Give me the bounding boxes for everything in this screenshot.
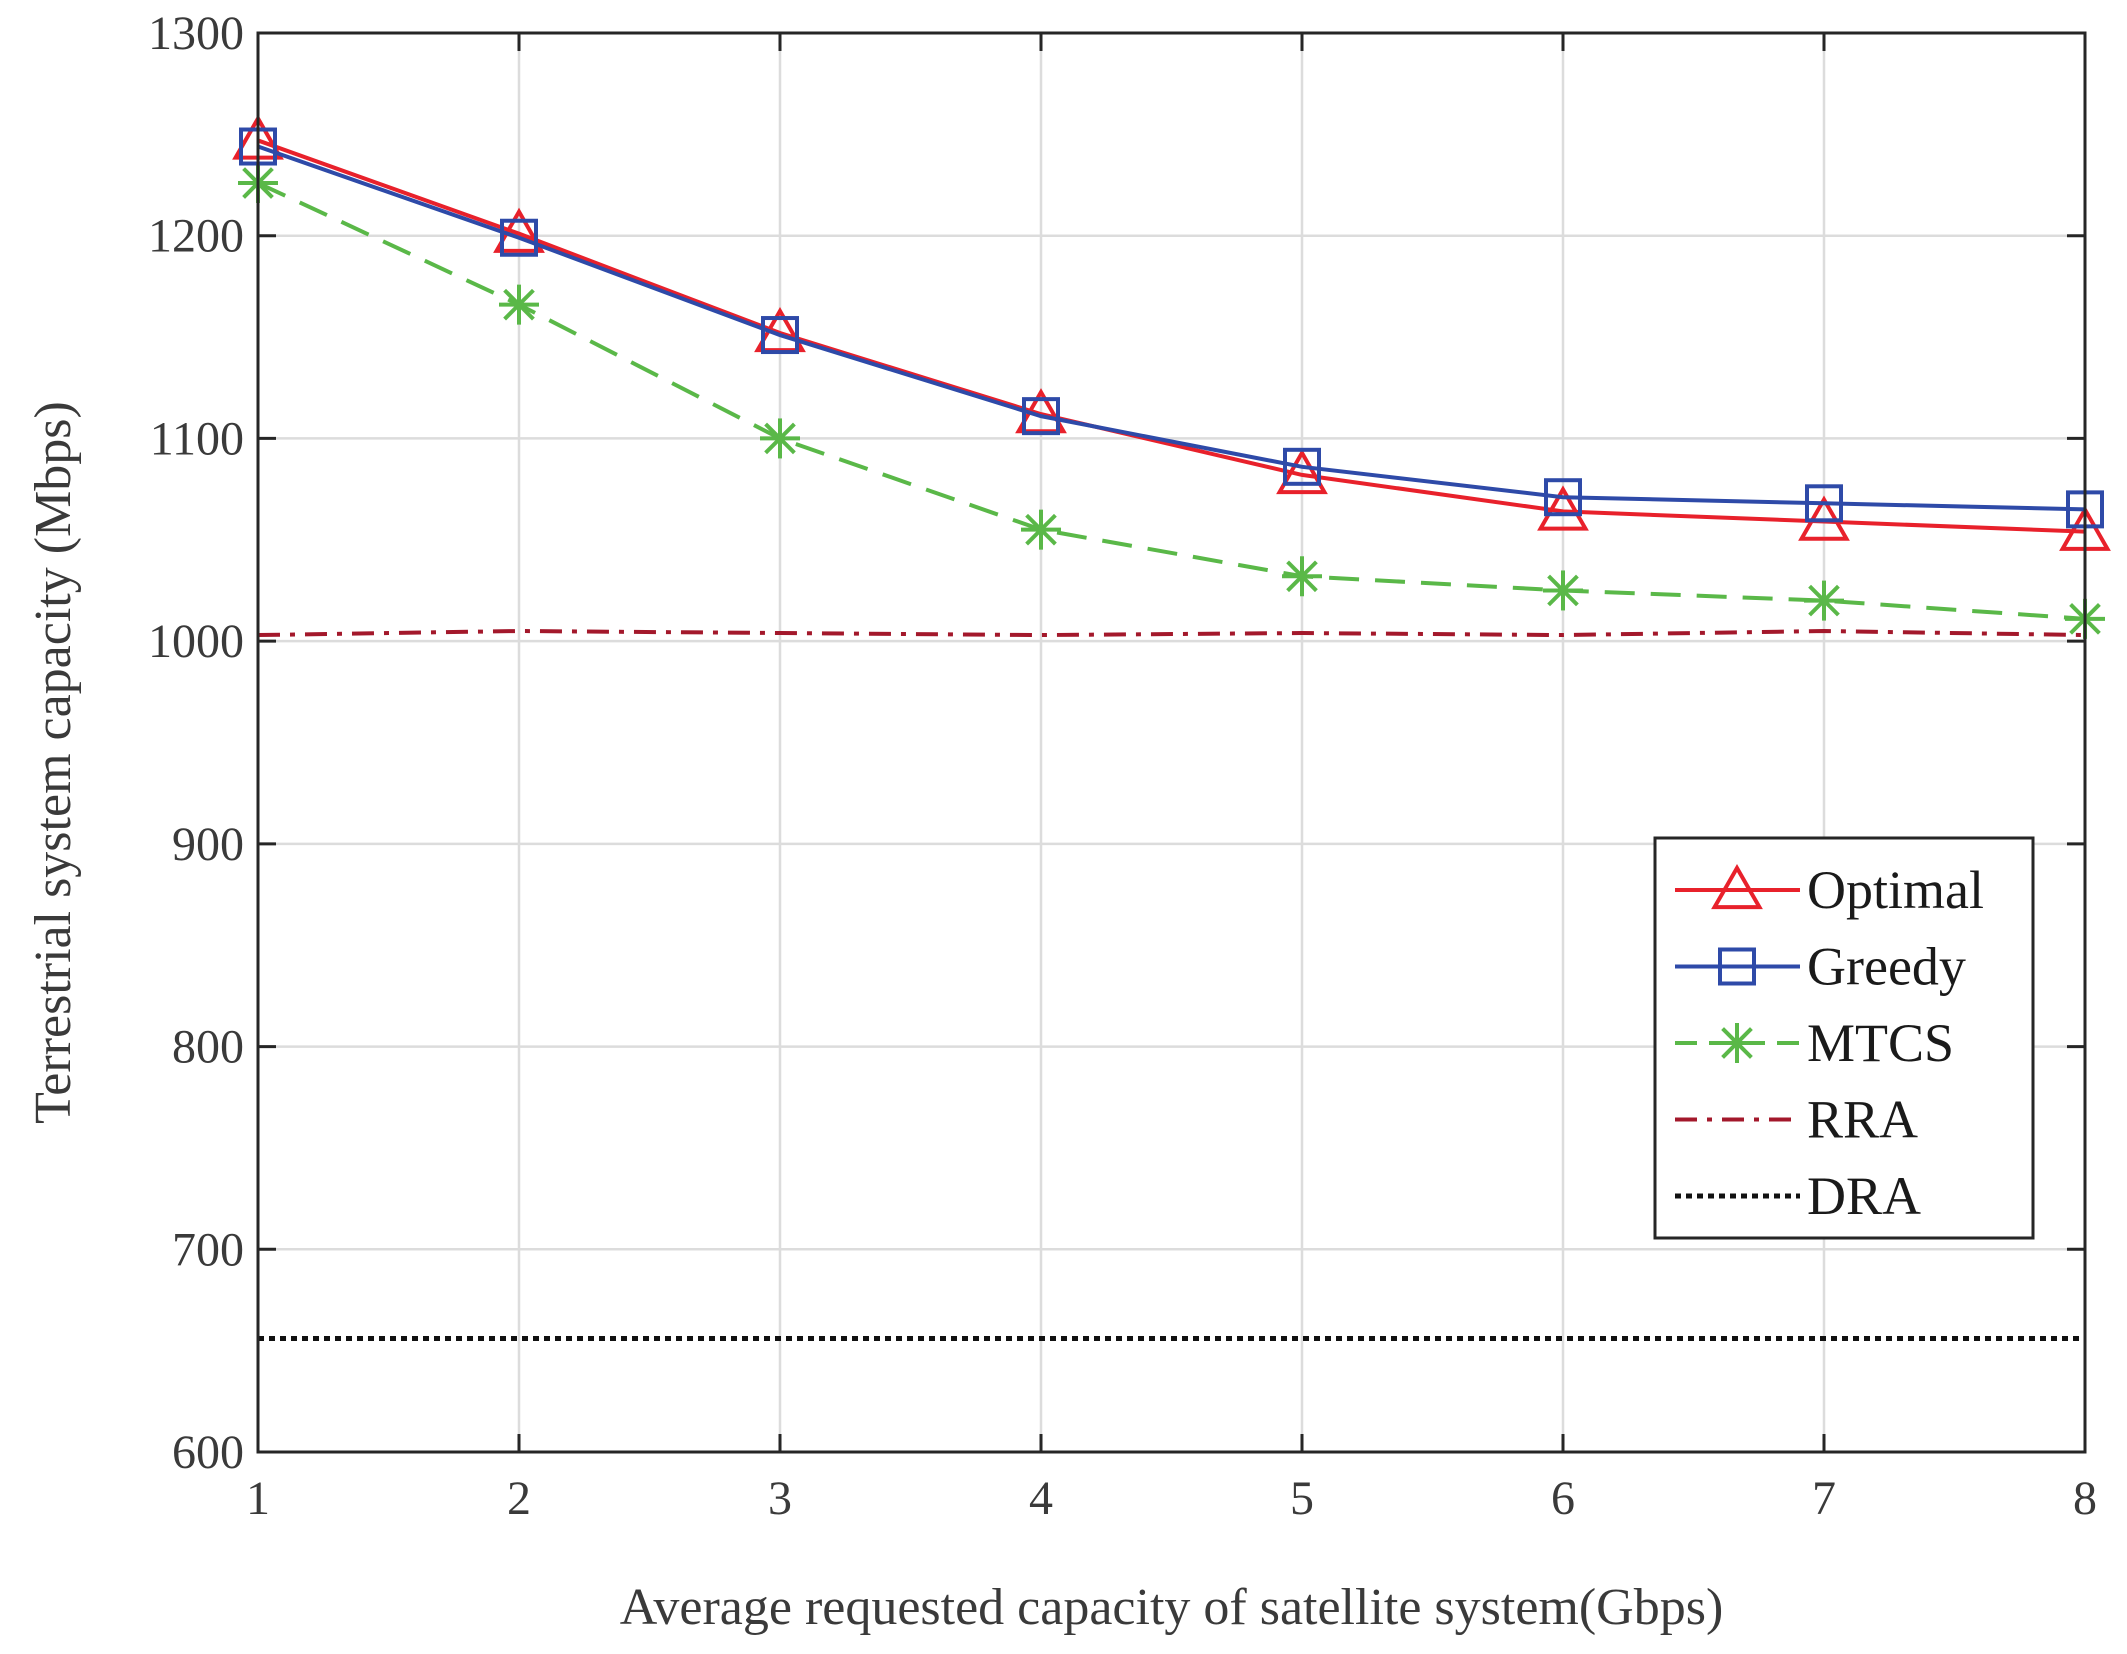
series-line-optimal xyxy=(257,138,2086,534)
series-rra xyxy=(257,629,2086,638)
x-tick-label: 6 xyxy=(1551,1472,1575,1525)
data-point-greedy xyxy=(1805,484,1843,523)
legend-marker xyxy=(1711,863,1763,910)
x-axis-title: Average requested capacity of satellite … xyxy=(620,1579,1724,1636)
x-tick-label: 3 xyxy=(768,1472,792,1525)
y-axis-title: Terrestrial system capacity (Mbps) xyxy=(25,401,82,1124)
legend-marker xyxy=(1717,1023,1757,1063)
series-line-greedy xyxy=(257,144,2086,512)
legend-marker xyxy=(1718,947,1756,986)
series-optimal xyxy=(232,114,2111,551)
legend-item-greedy: Greedy xyxy=(1675,937,1966,997)
y-tick-label: 600 xyxy=(172,1426,244,1479)
legend-label: Greedy xyxy=(1807,937,1966,997)
data-point-optimal xyxy=(1276,448,1328,495)
legend-label: MTCS xyxy=(1807,1013,1954,1073)
legend-label: RRA xyxy=(1807,1090,1918,1150)
data-point-mtcs xyxy=(1021,509,1061,550)
data-point-optimal xyxy=(493,207,545,253)
data-point-mtcs xyxy=(1282,556,1322,597)
series-layer xyxy=(232,114,2111,1341)
data-point-greedy xyxy=(761,316,799,355)
legend-label: Optimal xyxy=(1807,860,1984,920)
data-point-greedy xyxy=(1283,447,1321,486)
y-tick-label: 1100 xyxy=(150,412,244,465)
data-point-greedy xyxy=(1544,478,1582,517)
y-tick-label: 800 xyxy=(172,1021,244,1074)
data-point-mtcs xyxy=(499,284,539,325)
y-tick-label: 1200 xyxy=(148,210,244,263)
plot-area-frame xyxy=(256,31,2087,1454)
data-point-mtcs xyxy=(760,418,800,459)
y-tick-label: 1000 xyxy=(148,615,244,668)
series-line-rra xyxy=(257,629,2086,638)
data-point-greedy xyxy=(500,218,538,257)
data-point-greedy xyxy=(1022,397,1060,436)
x-tick-label: 1 xyxy=(246,1472,270,1525)
x-tick-label: 8 xyxy=(2073,1472,2097,1525)
x-tick-label: 5 xyxy=(1290,1472,1314,1525)
series-line-mtcs xyxy=(257,181,2086,621)
grid-lines xyxy=(256,31,2087,1454)
x-tick-label: 7 xyxy=(1812,1472,1836,1525)
legend: Optimal Greedy MTCS RRA DRA xyxy=(1653,836,2035,1240)
data-point-mtcs xyxy=(1543,570,1583,611)
legend-label: DRA xyxy=(1807,1166,1921,1226)
data-point-mtcs xyxy=(1804,580,1844,621)
legend-item-rra: RRA xyxy=(1675,1090,1918,1150)
data-point-optimal xyxy=(1537,485,1589,531)
y-tick-label: 1300 xyxy=(148,7,244,60)
x-tick-label: 2 xyxy=(507,1472,531,1525)
series-mtcs xyxy=(238,163,2105,639)
legend-item-mtcs: MTCS xyxy=(1675,1013,1954,1073)
y-tick-label: 900 xyxy=(172,818,244,871)
legend-item-optimal: Optimal xyxy=(1675,860,1984,920)
y-tick-label: 700 xyxy=(172,1223,244,1276)
tick-labels: 1 2 3 4 5 6 7 8 600 700 800 900 1000 1100 1200 1300 xyxy=(148,7,2097,1525)
x-tick-label: 4 xyxy=(1029,1472,1053,1525)
legend-item-dra: DRA xyxy=(1675,1166,1921,1226)
